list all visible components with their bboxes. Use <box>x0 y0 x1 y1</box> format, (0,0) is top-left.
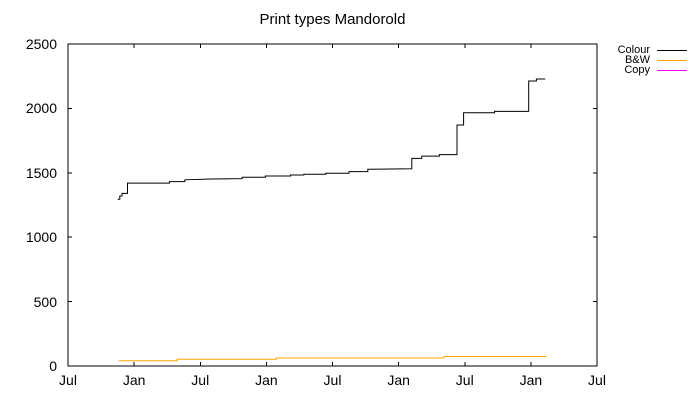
y-axis-tick-label: 1000 <box>25 229 57 246</box>
x-axis-tick-label: Jul <box>59 372 77 388</box>
y-axis-tick-label: 1500 <box>25 164 57 181</box>
x-axis-tick-label: Jul <box>323 372 342 388</box>
x-axis-tick-label: Jan <box>255 372 278 388</box>
legend: Colour B&W Copy <box>617 44 687 76</box>
x-axis-tick-label: Jan <box>387 372 410 388</box>
x-axis-tick-label: Jan <box>519 372 543 388</box>
x-axis-tick-label: Jan <box>122 372 146 388</box>
y-axis-tick-label: 2500 <box>25 36 57 52</box>
series-line-colour <box>117 78 546 200</box>
legend-label: Colour <box>617 44 650 56</box>
legend-item-copy: Copy <box>618 64 687 76</box>
legend-label: Copy <box>624 64 650 76</box>
chart-title: Print types Mandorold <box>259 11 406 28</box>
legend-label: B&W <box>624 54 650 66</box>
legend-item-bw: B&W <box>618 54 687 66</box>
y-axis-tick-label: 0 <box>49 358 57 374</box>
legend-item-colour: Colour <box>617 44 687 56</box>
x-axis-tick-label: Jul <box>455 372 474 388</box>
plot-border <box>67 43 598 367</box>
series-line-bw <box>118 356 547 362</box>
y-axis-tick-label: 500 <box>33 293 57 310</box>
legend-line-sample <box>657 59 687 61</box>
legend-line-sample <box>657 69 687 71</box>
x-axis-tick-label: Jul <box>191 372 210 388</box>
x-axis-tick-label: Jul <box>588 372 606 388</box>
y-axis-tick-label: 2000 <box>25 100 57 117</box>
legend-line-sample <box>657 49 687 51</box>
